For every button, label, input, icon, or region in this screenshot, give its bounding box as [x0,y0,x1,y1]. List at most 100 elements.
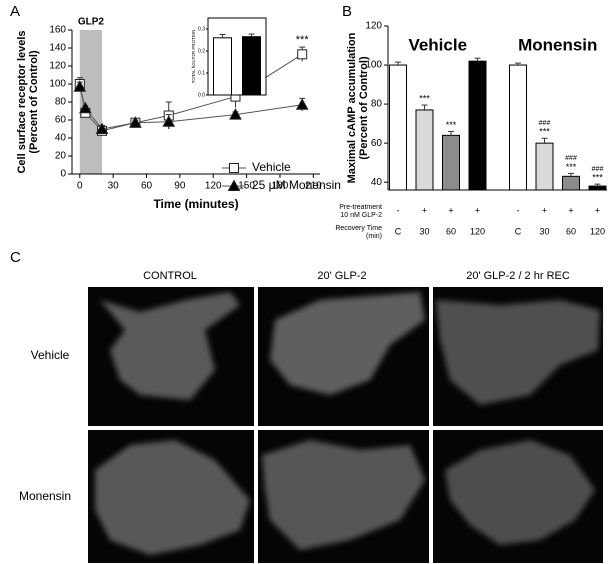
y-tick-label: 60 [371,138,383,149]
x-tick-label: C [395,226,402,236]
bar [442,134,460,191]
row-label: (min) [366,233,382,240]
significance-label: ### [592,166,604,173]
bar [562,175,580,191]
bar [588,185,607,191]
legend-marker [229,163,239,173]
pretreatment-label: - [517,205,520,215]
x-tick-label: 120 [205,181,222,192]
y-tick-label: 0.1 [198,70,205,76]
y-tick-label: 0 [60,169,66,180]
group-title: Monensin [518,35,597,54]
micrograph [258,287,429,426]
significance-label: *** [446,120,457,130]
bar [535,142,554,191]
significance-label: *** [566,162,577,172]
micrograph [433,430,603,563]
micrograph [88,430,254,563]
bar [509,64,527,191]
x-tick-label: 60 [566,226,576,236]
legend-marker [227,179,241,191]
y-tick-label: 160 [49,25,66,36]
column-label: 20' GLP-2 / 2 hr REC [466,270,570,282]
marker [95,122,109,134]
x-tick-label: 120 [590,226,605,236]
x-tick-label: 60 [141,181,153,192]
y-tick-label: 20 [55,151,67,162]
marker [129,116,142,128]
panel-label: A [10,3,20,20]
y-axis-label: Maximal cAMP accumulation [346,32,358,183]
legend-label: Vehicle [252,160,291,174]
y-axis-label: (Percent of Control) [358,56,370,160]
x-tick-label: 30 [419,226,429,236]
y-tick-label: 80 [55,97,67,108]
bar [389,64,407,191]
x-tick-label: C [515,226,522,236]
pretreatment-label: + [475,205,480,215]
significance-label: *** [592,173,603,183]
micrograph [258,430,429,563]
y-tick-label: 40 [371,177,383,188]
panel-label: C [10,249,21,266]
row-label: Recovery Time [335,225,382,232]
marker [78,101,92,114]
x-tick-label: 150 [238,181,255,192]
y-tick-label: 120 [365,21,382,32]
x-tick-label: 210 [305,181,322,192]
group-title: Vehicle [408,35,467,54]
panel-label: B [342,3,352,20]
pretreatment-label: + [542,205,547,215]
significance-label: ### [539,120,551,127]
significance-label: ### [565,155,577,162]
x-tick-label: 60 [446,226,456,236]
y-tick-label: 100 [49,79,66,90]
marker [295,98,309,110]
bar [242,36,261,96]
x-axis-label: Time (minutes) [153,197,238,211]
x-tick-label: 90 [174,181,186,192]
bar [213,37,232,96]
pretreatment-label: + [448,205,453,215]
y-tick-label: 0.0 [198,92,205,98]
significance-label: *** [539,127,550,137]
row-label: Pre-treatment [339,204,382,211]
y-tick-label: 60 [55,115,67,126]
x-tick-label: 120 [470,226,485,236]
row-label: 10 nM GLP-2 [340,212,382,219]
row-label: Monensin [19,489,71,503]
marker [229,108,242,120]
x-tick-label: 30 [539,226,549,236]
series-line [79,86,303,130]
y-axis-label: Cell surface receptor levels [16,30,28,173]
pretreatment-label: + [595,205,600,215]
y-tick-label: 0.3 [198,26,205,32]
y-tick-label: 140 [49,43,66,54]
y-tick-label: 40 [55,133,67,144]
bar [468,60,487,191]
x-tick-label: 0 [77,181,83,192]
significance-label: *** [419,93,430,103]
shaded-region [79,30,103,174]
row-label: Vehicle [31,348,70,362]
y-tick-label: 80 [371,99,383,110]
y-tick-label: 0.2 [198,48,205,54]
marker [73,80,87,92]
legend-label: 25 μM Monensin [252,178,341,192]
y-tick-label: 100 [365,60,382,71]
column-label: CONTROL [143,270,197,282]
pretreatment-label: - [397,205,400,215]
column-label: 20' GLP-2 [317,270,366,282]
y-axis-label: (Percent of Control) [28,50,40,154]
y-tick-label: 120 [49,61,66,72]
pretreatment-label: + [422,205,427,215]
bar [415,109,434,191]
x-tick-label: 180 [272,181,289,192]
marker [162,115,176,127]
pretreatment-label: + [568,205,573,215]
micrograph [433,287,603,426]
shade-label: GLP2 [78,17,105,28]
marker [297,49,308,60]
significance-label: *** [296,34,310,46]
